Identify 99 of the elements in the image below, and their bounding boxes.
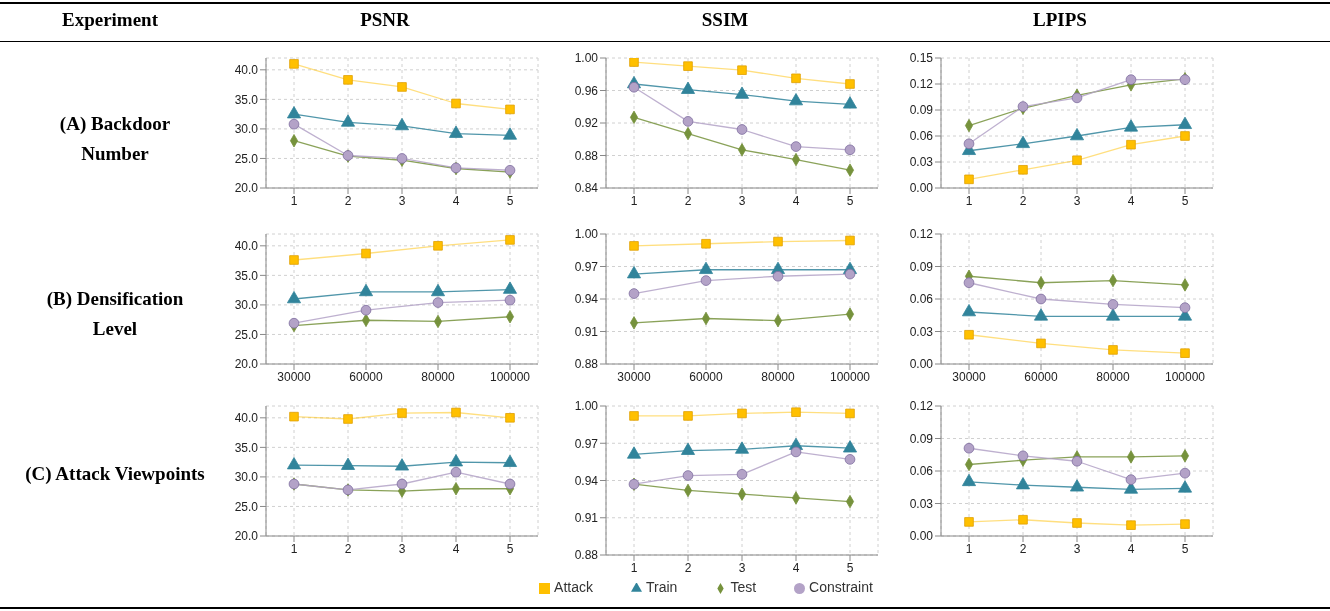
x-tick-label: 60000: [349, 369, 384, 384]
y-tick-label: 40.0: [234, 63, 259, 78]
y-tick-label: 40.0: [234, 239, 259, 254]
x-tick-label: 1: [630, 193, 638, 208]
y-tick-label: 0.15: [909, 51, 934, 66]
x-tick-label: 3: [1073, 193, 1081, 208]
x-tick-label: 80000: [761, 369, 796, 384]
y-tick-label: 0.88: [574, 357, 599, 372]
text: PSNR: [359, 9, 411, 31]
x-tick-label: 3: [738, 193, 746, 208]
y-tick-label: 0.09: [909, 259, 934, 274]
x-tick-label: 2: [344, 193, 352, 208]
x-tick-label: 1: [290, 193, 298, 208]
y-tick-label: 25.0: [234, 327, 259, 342]
y-tick-label: 0.12: [909, 399, 934, 414]
y-tick-label: 0.12: [909, 227, 934, 242]
text: (A) Backdoor Number: [58, 112, 172, 166]
x-tick-label: 80000: [1096, 369, 1131, 384]
y-tick-label: 0.09: [909, 431, 934, 446]
y-tick-label: 0.88: [574, 548, 599, 563]
y-tick-label: 0.03: [909, 155, 934, 170]
x-tick-label: 60000: [1024, 369, 1059, 384]
y-tick-label: 0.92: [574, 116, 599, 131]
x-tick-label: 5: [846, 193, 854, 208]
y-tick-label: 0.91: [574, 511, 599, 526]
x-tick-label: 5: [1181, 193, 1189, 208]
x-tick-label: 5: [506, 193, 514, 208]
text: (B) Densification Level: [45, 287, 185, 341]
y-tick-label: 0.12: [909, 77, 934, 92]
text: LPIPS: [1032, 9, 1088, 31]
y-tick-label: 0.09: [909, 103, 934, 118]
legend-label: Test: [730, 579, 757, 595]
x-tick-label: 4: [452, 193, 460, 208]
y-tick-label: 0.06: [909, 464, 934, 479]
x-tick-label: 4: [1127, 193, 1135, 208]
y-tick-label: 0.94: [574, 292, 599, 307]
x-tick-label: 4: [452, 541, 460, 556]
x-tick-label: 1: [630, 560, 638, 575]
x-tick-label: 30000: [617, 369, 652, 384]
x-tick-label: 2: [344, 541, 352, 556]
y-tick-label: 0.97: [574, 259, 599, 274]
y-tick-label: 30.0: [234, 470, 259, 485]
y-tick-label: 25.0: [234, 499, 259, 514]
y-tick-label: 35.0: [234, 440, 259, 455]
y-tick-label: 0.00: [909, 181, 934, 196]
y-tick-label: 1.00: [574, 227, 599, 242]
y-tick-label: 20.0: [234, 357, 259, 372]
text: Experiment: [60, 9, 159, 31]
legend-label: Train: [646, 579, 678, 595]
x-tick-label: 3: [1073, 541, 1081, 556]
x-tick-label: 5: [846, 560, 854, 575]
x-tick-label: 100000: [489, 369, 531, 384]
x-tick-label: 5: [1181, 541, 1189, 556]
y-tick-label: 0.84: [574, 181, 599, 196]
y-tick-label: 35.0: [234, 92, 259, 107]
y-tick-label: 20.0: [234, 529, 259, 544]
y-tick-label: 0.94: [574, 473, 599, 488]
x-tick-label: 2: [684, 560, 692, 575]
y-tick-label: 1.00: [574, 51, 599, 66]
legend-label: Constraint: [809, 579, 873, 595]
x-tick-label: 1: [965, 193, 973, 208]
y-tick-label: 30.0: [234, 122, 259, 137]
x-tick-label: 3: [738, 560, 746, 575]
y-tick-label: 0.00: [909, 529, 934, 544]
text: (C) Attack Viewpoints: [25, 462, 205, 486]
y-tick-label: 30.0: [234, 298, 259, 313]
x-tick-label: 4: [792, 560, 800, 575]
x-tick-label: 4: [1127, 541, 1135, 556]
x-tick-label: 30000: [952, 369, 987, 384]
x-tick-label: 1: [290, 541, 298, 556]
x-tick-label: 4: [792, 193, 800, 208]
x-tick-label: 60000: [689, 369, 724, 384]
y-tick-label: 0.96: [574, 83, 599, 98]
x-tick-label: 2: [1019, 541, 1027, 556]
x-tick-label: 3: [398, 193, 406, 208]
x-tick-label: 5: [506, 541, 514, 556]
y-tick-label: 0.00: [909, 357, 934, 372]
x-tick-label: 2: [1019, 193, 1027, 208]
y-tick-label: 0.03: [909, 496, 934, 511]
text: SSIM: [700, 9, 750, 31]
x-tick-label: 30000: [277, 369, 312, 384]
y-tick-label: 40.0: [234, 411, 259, 426]
y-tick-label: 0.88: [574, 148, 599, 163]
y-tick-label: 0.06: [909, 129, 934, 144]
y-tick-label: 0.97: [574, 436, 599, 451]
y-tick-label: 0.91: [574, 324, 599, 339]
x-tick-label: 1: [965, 541, 973, 556]
y-tick-label: 35.0: [234, 268, 259, 283]
x-tick-label: 2: [684, 193, 692, 208]
y-tick-label: 25.0: [234, 151, 259, 166]
y-tick-label: 0.06: [909, 292, 934, 307]
y-tick-label: 0.03: [909, 324, 934, 339]
x-tick-label: 100000: [1164, 369, 1206, 384]
y-tick-label: 1.00: [574, 399, 599, 414]
legend-label: Attack: [554, 579, 593, 595]
y-tick-label: 20.0: [234, 181, 259, 196]
x-tick-label: 100000: [829, 369, 871, 384]
x-tick-label: 3: [398, 541, 406, 556]
x-tick-label: 80000: [421, 369, 456, 384]
